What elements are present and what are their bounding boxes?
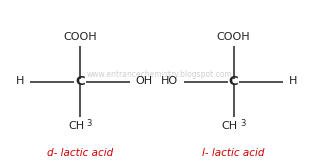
Text: HO: HO xyxy=(161,76,178,87)
Text: 3: 3 xyxy=(240,119,245,128)
Text: www.entrancechemistry.blogspot.com: www.entrancechemistry.blogspot.com xyxy=(87,70,233,79)
Text: d- lactic acid: d- lactic acid xyxy=(47,148,113,158)
Text: COOH: COOH xyxy=(63,32,97,42)
Text: 3: 3 xyxy=(86,119,92,128)
Text: l- lactic acid: l- lactic acid xyxy=(202,148,265,158)
Text: H: H xyxy=(16,76,25,87)
Text: H: H xyxy=(289,76,297,87)
Text: C: C xyxy=(75,75,85,88)
Text: C: C xyxy=(229,75,238,88)
Text: COOH: COOH xyxy=(217,32,251,42)
Text: CH: CH xyxy=(68,121,84,131)
Text: CH: CH xyxy=(222,121,238,131)
Text: OH: OH xyxy=(135,76,153,87)
